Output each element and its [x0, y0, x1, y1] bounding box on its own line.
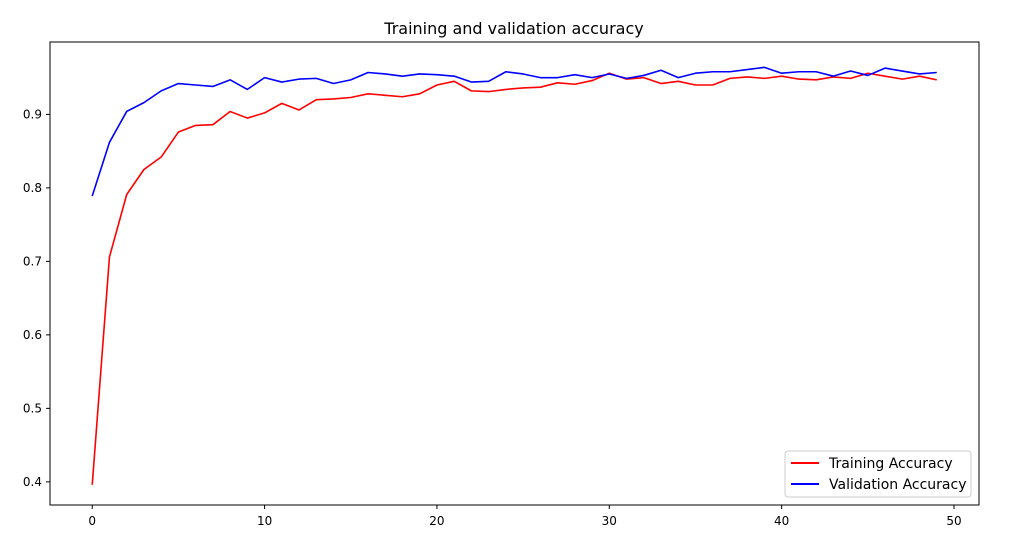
y-tick-label: 0.8: [23, 181, 42, 195]
series-line-validation-accuracy: [91, 66, 937, 197]
chart-title: Training and validation accuracy: [383, 19, 643, 38]
legend-label-training: Training Accuracy: [828, 456, 953, 472]
legend-box: [784, 450, 972, 498]
x-tick-label: 0: [88, 514, 96, 528]
y-tick-label: 0.6: [23, 328, 42, 342]
series-layer: [91, 66, 937, 485]
y-tick-label: 0.7: [23, 254, 42, 268]
x-tick-label: 10: [257, 514, 272, 528]
y-axis: 0.4 0.5 0.6 0.7 0.8 0.9: [23, 107, 50, 489]
legend-label-validation: Validation Accuracy: [829, 477, 967, 493]
x-tick-label: 30: [602, 514, 617, 528]
x-tick-label: 50: [946, 514, 961, 528]
legend: Training Accuracy Validation Accuracy: [784, 450, 972, 498]
y-tick-label: 0.4: [23, 475, 42, 489]
series-line-training-accuracy: [91, 72, 937, 485]
axes-frame: [49, 41, 980, 506]
y-tick-label: 0.9: [23, 107, 42, 121]
x-tick-label: 40: [774, 514, 789, 528]
y-tick-label: 0.5: [23, 401, 42, 415]
x-tick-label: 20: [429, 514, 444, 528]
x-axis: 0 10 20 30 40 50: [88, 505, 962, 528]
